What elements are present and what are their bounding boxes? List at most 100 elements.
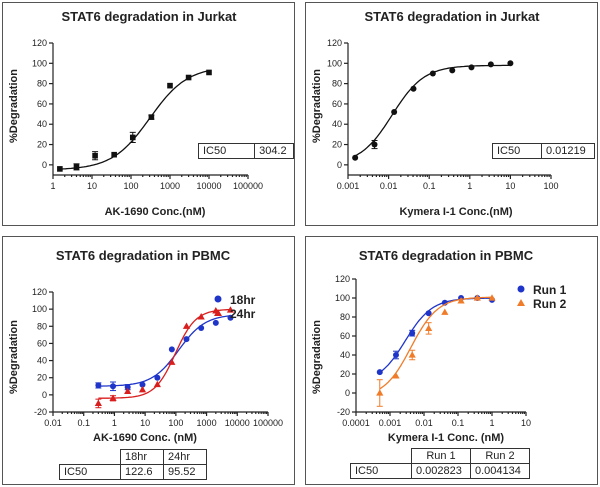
y-tick-label: 120	[32, 287, 47, 297]
x-tick-label: 10000	[196, 181, 221, 191]
y-tick-label: 0	[42, 390, 47, 400]
y-tick-label: 80	[37, 79, 47, 89]
chart-title: STAT6 degradation in PBMC	[56, 248, 231, 263]
data-point	[153, 380, 161, 388]
data-point	[167, 82, 173, 89]
data-point	[429, 70, 436, 77]
x-tick-label: 100	[168, 418, 183, 428]
y-tick-label: 20	[37, 140, 47, 150]
ic50-table: IC50 304.2	[197, 143, 294, 159]
data-point	[441, 308, 449, 315]
data-point	[425, 310, 432, 317]
data-point	[129, 134, 136, 141]
data-point	[473, 294, 481, 301]
data-point	[154, 374, 161, 381]
data-point	[168, 346, 175, 353]
ic50-row-label: IC50	[59, 464, 121, 480]
data-point	[507, 60, 514, 67]
data-point	[57, 166, 63, 172]
data-point	[392, 352, 399, 358]
y-tick-label: -20	[337, 407, 350, 417]
x-tick-label: 10	[87, 181, 97, 191]
data-point	[449, 67, 456, 74]
ic50-table: Run 1 Run 2 IC50 0.002823 0.004134	[350, 448, 530, 479]
legend-label: 18hr	[230, 293, 256, 307]
legend-label: Run 2	[533, 297, 567, 311]
x-tick-label: 100000	[233, 181, 263, 191]
y-tick-label: 20	[340, 369, 350, 379]
x-axis-label: Kymera I-1 Conc.(nM)	[399, 206, 512, 218]
chart-pbmc-kymera: STAT6 degradation in PBMC -2002040608010…	[311, 248, 567, 444]
x-tick-label: 10	[521, 418, 531, 428]
x-tick-label: 0.1	[423, 181, 436, 191]
data-point	[138, 385, 147, 393]
y-tick-label: 20	[37, 373, 47, 383]
ic50-corner	[59, 449, 121, 465]
data-point	[425, 324, 433, 331]
data-point	[408, 351, 416, 358]
data-point	[468, 64, 475, 71]
y-tick-label: 60	[37, 338, 47, 348]
y-tick-label: 0	[337, 160, 342, 170]
ic50-corner	[350, 448, 412, 464]
y-tick-label: 80	[340, 312, 350, 322]
data-point	[226, 306, 235, 313]
ic50-value: 0.002823	[411, 463, 471, 479]
x-tick-label: 0.001	[379, 418, 402, 428]
x-tick-label: 0.1	[77, 418, 90, 428]
data-point	[488, 294, 496, 301]
y-tick-label: 0	[42, 160, 47, 170]
y-tick-label: 60	[340, 331, 350, 341]
y-axis-label: %Degradation	[311, 320, 323, 394]
x-tick-label: 10000	[225, 418, 250, 428]
fit-curve-18hr	[98, 315, 231, 387]
ic50-table: 18hr 24hr IC50 122.6 95.52	[59, 449, 207, 480]
x-tick-label: 1	[112, 418, 117, 428]
data-point	[110, 383, 117, 390]
x-tick-label: 100	[123, 181, 138, 191]
y-tick-label: 100	[327, 58, 342, 68]
legend-label: 24hr	[230, 307, 256, 321]
y-axis-label: %Degradation	[8, 320, 20, 394]
ic50-col-header: 24hr	[163, 449, 207, 465]
panel-pbmc-kymera: STAT6 degradation in PBMC -20 0 20 40 60 80 10…	[305, 236, 598, 485]
data-point	[376, 389, 384, 396]
panel-jurkat-ak1690: STAT6 degradation in Jurkat 0 20 40 60 80 100…	[2, 2, 295, 226]
chart-title: STAT6 degradation in Jurkat	[61, 9, 237, 24]
data-point	[487, 61, 494, 68]
y-tick-label: 40	[332, 119, 342, 129]
y-tick-label: 40	[340, 350, 350, 360]
y-tick-label: 60	[37, 99, 47, 109]
data-point	[183, 336, 190, 343]
data-point	[409, 330, 416, 337]
x-tick-label: 0.001	[337, 181, 360, 191]
y-tick-label: 40	[37, 356, 47, 366]
ic50-col-header: Run 1	[411, 448, 471, 464]
ic50-col-header: Run 2	[470, 448, 530, 464]
y-tick-label: 60	[332, 99, 342, 109]
x-tick-label: 1000	[160, 181, 180, 191]
y-tick-label: 100	[335, 293, 350, 303]
x-tick-label: 0.01	[380, 181, 398, 191]
x-tick-label: 10	[140, 418, 150, 428]
data-point	[212, 319, 219, 326]
data-point	[371, 141, 378, 148]
x-tick-label: 0.0001	[342, 418, 370, 428]
data-point	[92, 152, 98, 159]
data-point	[182, 322, 191, 329]
chart-title: STAT6 degradation in PBMC	[359, 248, 534, 263]
y-tick-label: 100	[32, 58, 47, 68]
chart-title: STAT6 degradation in Jurkat	[364, 9, 540, 24]
x-axis-label: AK-1690 Conc. (nM)	[93, 432, 197, 444]
data-point	[111, 151, 117, 158]
data-point	[124, 387, 132, 395]
x-axis-label: Kymera I-1 Conc. (nM)	[388, 432, 504, 444]
x-tick-label: 10	[505, 181, 515, 191]
data-point	[109, 394, 117, 401]
ic50-value: 0.004134	[470, 463, 530, 479]
data-point	[392, 372, 400, 379]
chart-jurkat-kymera: STAT6 degradation in Jurkat 020406080100…	[311, 9, 559, 218]
fit-curve-run-1	[379, 297, 492, 373]
data-point	[227, 314, 234, 321]
data-point	[124, 384, 131, 391]
